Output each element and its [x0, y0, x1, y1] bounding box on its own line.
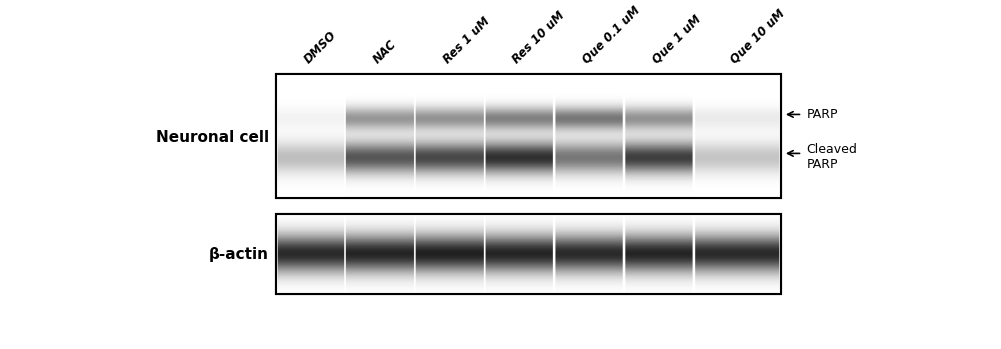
Text: DMSO: DMSO — [301, 29, 339, 66]
Bar — [276, 214, 781, 295]
Bar — [276, 74, 781, 198]
Text: PARP: PARP — [806, 108, 838, 121]
Bar — [276, 214, 781, 295]
Text: Cleaved: Cleaved — [806, 143, 857, 156]
Text: Que 1 uM: Que 1 uM — [650, 13, 704, 66]
Text: Res 1 uM: Res 1 uM — [440, 15, 492, 66]
Text: Neuronal cell: Neuronal cell — [155, 130, 268, 145]
Bar — [276, 74, 781, 198]
Text: NAC: NAC — [370, 38, 399, 66]
Text: Que 0.1 uM: Que 0.1 uM — [581, 3, 643, 66]
Text: β-actin: β-actin — [208, 247, 268, 262]
Text: Res 10 uM: Res 10 uM — [511, 9, 568, 66]
Text: PARP: PARP — [806, 158, 838, 171]
Text: Que 10 uM: Que 10 uM — [728, 7, 788, 66]
